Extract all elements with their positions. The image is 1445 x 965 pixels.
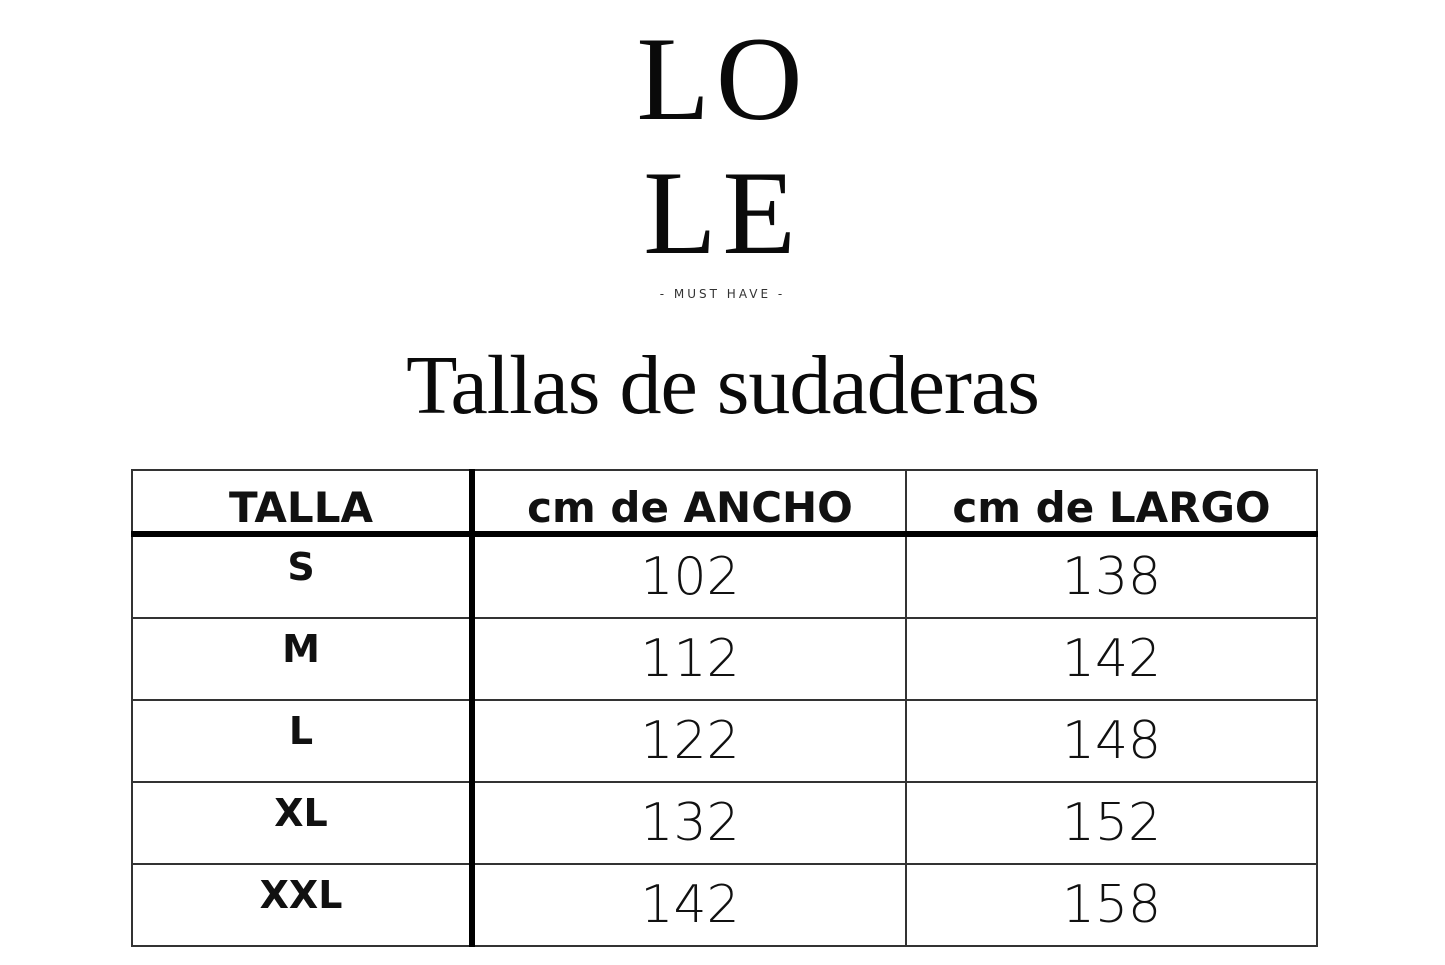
width-cell: 102 [471, 533, 907, 619]
logo-line-1: LO [636, 12, 809, 145]
header-talla: TALLA [131, 469, 475, 537]
length-cell: 148 [905, 699, 1318, 783]
width-cell: 112 [471, 617, 907, 701]
header-largo: cm de LARGO [905, 469, 1318, 537]
length-cell: 158 [905, 863, 1318, 947]
header-ancho: cm de ANCHO [471, 469, 907, 537]
size-cell: XL [131, 781, 475, 865]
table-row: XXL 142 158 [131, 863, 1318, 947]
table-row: M 112 142 [131, 617, 1318, 701]
logo-tagline: - MUST HAVE - [659, 287, 786, 301]
width-cell: 132 [471, 781, 907, 865]
table-row: L 122 148 [131, 699, 1318, 783]
table-row: S 102 138 [131, 533, 1318, 619]
table-row: XL 132 152 [131, 781, 1318, 865]
size-cell: XXL [131, 863, 475, 947]
table-header-row: TALLA cm de ANCHO cm de LARGO [131, 469, 1318, 537]
length-cell: 142 [905, 617, 1318, 701]
page-title: Tallas de sudaderas [406, 339, 1040, 432]
length-cell: 152 [905, 781, 1318, 865]
size-cell: S [131, 533, 475, 619]
length-cell: 138 [905, 533, 1318, 619]
size-table-body: S 102 138 M 112 142 L 122 148 XL 132 152 XXL 142 158 [131, 533, 1318, 947]
logo-line-2: LE [643, 146, 802, 279]
size-cell: M [131, 617, 475, 701]
size-cell: L [131, 699, 475, 783]
width-cell: 142 [471, 863, 907, 947]
size-table: TALLA cm de ANCHO cm de LARGO S 102 138 M 11… [131, 469, 1318, 947]
width-cell: 122 [471, 699, 907, 783]
